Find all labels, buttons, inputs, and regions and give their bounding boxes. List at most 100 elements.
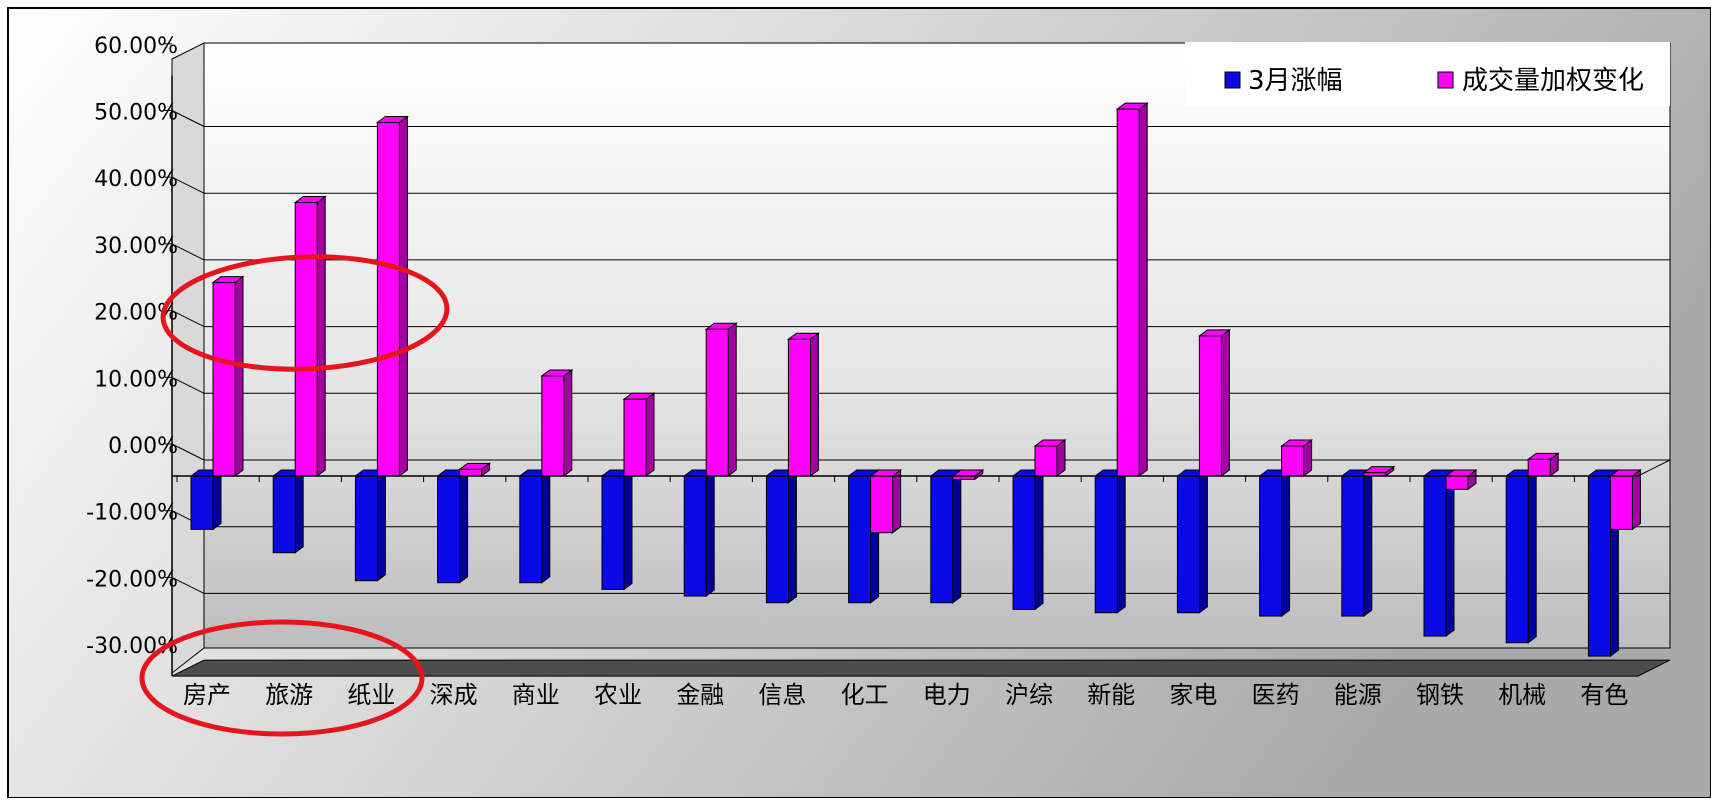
bar-series1 bbox=[1011, 469, 1045, 611]
bar-series2-side bbox=[563, 368, 573, 477]
bar-series2 bbox=[1033, 438, 1067, 477]
axes: 60.00%50.00%40.00%30.00%20.00%10.00%0.00… bbox=[86, 34, 1671, 709]
bar-series2-front bbox=[787, 338, 811, 477]
y-tick-label: 0.00% bbox=[108, 434, 178, 459]
bar-series2 bbox=[211, 275, 245, 477]
bar-series1-side bbox=[376, 469, 386, 582]
bar-series1-front bbox=[930, 475, 954, 604]
bar-series2 bbox=[540, 368, 574, 477]
annotations bbox=[139, 254, 450, 737]
bar-series1-front bbox=[1341, 475, 1365, 617]
bar-series1-side bbox=[705, 469, 715, 598]
bars bbox=[189, 102, 1642, 658]
y-tick-label: -10.00% bbox=[86, 501, 178, 526]
bar-series2-side bbox=[892, 469, 902, 534]
bar-series2 bbox=[1362, 465, 1396, 477]
y-tick-label: 60.00% bbox=[94, 34, 178, 59]
bar-series1 bbox=[271, 469, 305, 554]
bar-series2-side bbox=[1138, 102, 1148, 477]
x-tick-label: 机械 bbox=[1498, 681, 1546, 709]
x-tick-label: 深成 bbox=[430, 681, 478, 709]
annotation-circle-bottom bbox=[139, 619, 425, 737]
bar-series1 bbox=[189, 469, 223, 531]
x-tick-label: 钢铁 bbox=[1416, 681, 1464, 709]
bar-series2-front bbox=[376, 121, 400, 477]
bar-series1-front bbox=[272, 475, 296, 554]
bar-series1-side bbox=[1527, 469, 1537, 644]
bar-series2 bbox=[1197, 328, 1231, 477]
legend-swatch-series1 bbox=[1224, 71, 1241, 89]
bar-series2-side bbox=[727, 322, 737, 477]
x-tick-label: 信息 bbox=[758, 681, 806, 709]
bar-series1-front bbox=[354, 475, 378, 582]
bar-series1-front bbox=[683, 475, 707, 597]
legend: 3月涨幅 成交量加权变化 bbox=[1185, 42, 1670, 106]
bar-series2-front bbox=[1445, 475, 1469, 490]
bar-series1 bbox=[1422, 469, 1456, 638]
bar-series1-side bbox=[1198, 469, 1208, 614]
zero-axis-depth bbox=[1637, 459, 1671, 477]
bar-series2 bbox=[622, 392, 656, 477]
bar-series2-side bbox=[398, 115, 408, 477]
bar-series1-front bbox=[848, 475, 872, 604]
y-tick-label: 40.00% bbox=[94, 167, 178, 192]
bar-series1-side bbox=[952, 469, 962, 604]
bar-series1-front bbox=[1423, 475, 1447, 637]
bar-series2-side bbox=[809, 332, 819, 477]
bar-series2-front bbox=[1527, 458, 1551, 477]
bar-series2-front bbox=[705, 328, 729, 477]
bar-series2 bbox=[293, 195, 327, 477]
bar-series2-front bbox=[623, 398, 647, 477]
gridline-side bbox=[171, 310, 205, 328]
x-tick-label: 商业 bbox=[512, 681, 560, 709]
bar-series2 bbox=[786, 332, 820, 477]
bar-series2 bbox=[704, 322, 738, 477]
gridline-side bbox=[171, 110, 205, 127]
bar-series1 bbox=[600, 469, 634, 591]
bar-series1-front bbox=[1587, 475, 1611, 657]
bar-series1 bbox=[436, 469, 470, 584]
bar-series2 bbox=[375, 115, 409, 477]
bar-series2-front bbox=[212, 282, 236, 477]
legend-label-series2: 成交量加权变化 bbox=[1462, 66, 1644, 96]
y-tick-label: 10.00% bbox=[94, 367, 178, 392]
bar-series1-side bbox=[623, 469, 633, 591]
bar-series2-front bbox=[1034, 445, 1058, 477]
bar-series1 bbox=[682, 469, 716, 598]
bar-series2 bbox=[1444, 469, 1478, 491]
bar-series1-front bbox=[190, 475, 214, 530]
bar-series2-side bbox=[1631, 469, 1641, 531]
bar-series1 bbox=[518, 469, 552, 584]
bar-series1-front bbox=[519, 475, 543, 584]
bar-series1-side bbox=[1363, 469, 1373, 618]
x-tick-label: 化工 bbox=[841, 681, 889, 709]
x-tick-label: 纸业 bbox=[347, 681, 395, 709]
bar-series1 bbox=[353, 469, 387, 582]
bar-series1 bbox=[1093, 469, 1127, 614]
x-tick-label: 沪综 bbox=[1005, 681, 1053, 709]
bar-series1-front bbox=[1259, 475, 1283, 617]
bar-series1-front bbox=[1094, 475, 1118, 614]
bar-series2-front bbox=[1281, 445, 1305, 477]
legend-box bbox=[1185, 42, 1670, 106]
plot-floor bbox=[171, 659, 1671, 677]
bar-series1-side bbox=[1034, 469, 1044, 611]
bar-series2 bbox=[869, 469, 903, 534]
legend-label-series1: 3月涨幅 bbox=[1248, 66, 1343, 96]
bar-series2-front bbox=[870, 475, 894, 534]
bar-series2 bbox=[458, 462, 492, 477]
x-tick-label: 农业 bbox=[594, 681, 642, 709]
x-tick-label: 家电 bbox=[1169, 681, 1217, 709]
gridline-side bbox=[171, 376, 205, 394]
bar-series2-side bbox=[316, 195, 326, 477]
bar-series1-side bbox=[294, 469, 304, 554]
bar-series2-front bbox=[541, 375, 565, 477]
x-tick-label: 能源 bbox=[1334, 681, 1382, 709]
bar-series2 bbox=[1115, 102, 1149, 477]
bar-series2-front bbox=[1116, 108, 1140, 477]
annotation-circle-top bbox=[160, 254, 450, 372]
x-tick-label: 有色 bbox=[1580, 681, 1628, 709]
bar-series2 bbox=[1280, 438, 1314, 477]
